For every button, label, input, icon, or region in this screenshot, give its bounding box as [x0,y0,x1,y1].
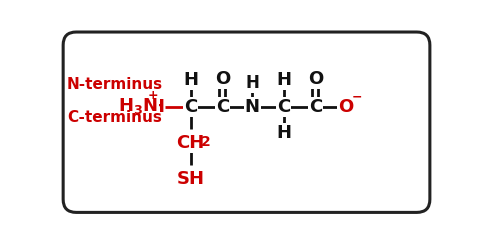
Text: H: H [183,71,198,89]
Text: O: O [307,70,323,88]
Text: O: O [337,98,352,116]
Text: C: C [184,98,197,116]
FancyBboxPatch shape [63,32,429,212]
Text: −: − [351,90,362,103]
Text: O: O [214,70,229,88]
Text: N: N [244,98,259,116]
Text: N-terminus: N-terminus [66,77,162,92]
Text: 2: 2 [200,135,210,149]
Text: C: C [215,98,228,116]
Text: $\mathbf{H_3N}$: $\mathbf{H_3N}$ [118,96,157,116]
Text: C-terminus: C-terminus [67,110,161,125]
Text: CH: CH [176,134,204,152]
Text: H: H [149,98,164,116]
Text: H: H [276,71,291,89]
Text: +: + [147,89,158,102]
Text: H: H [245,75,259,92]
Text: C: C [308,98,322,116]
Text: H: H [276,124,291,142]
Text: H: H [142,98,157,116]
Text: C: C [276,98,290,116]
Text: SH: SH [176,170,204,188]
